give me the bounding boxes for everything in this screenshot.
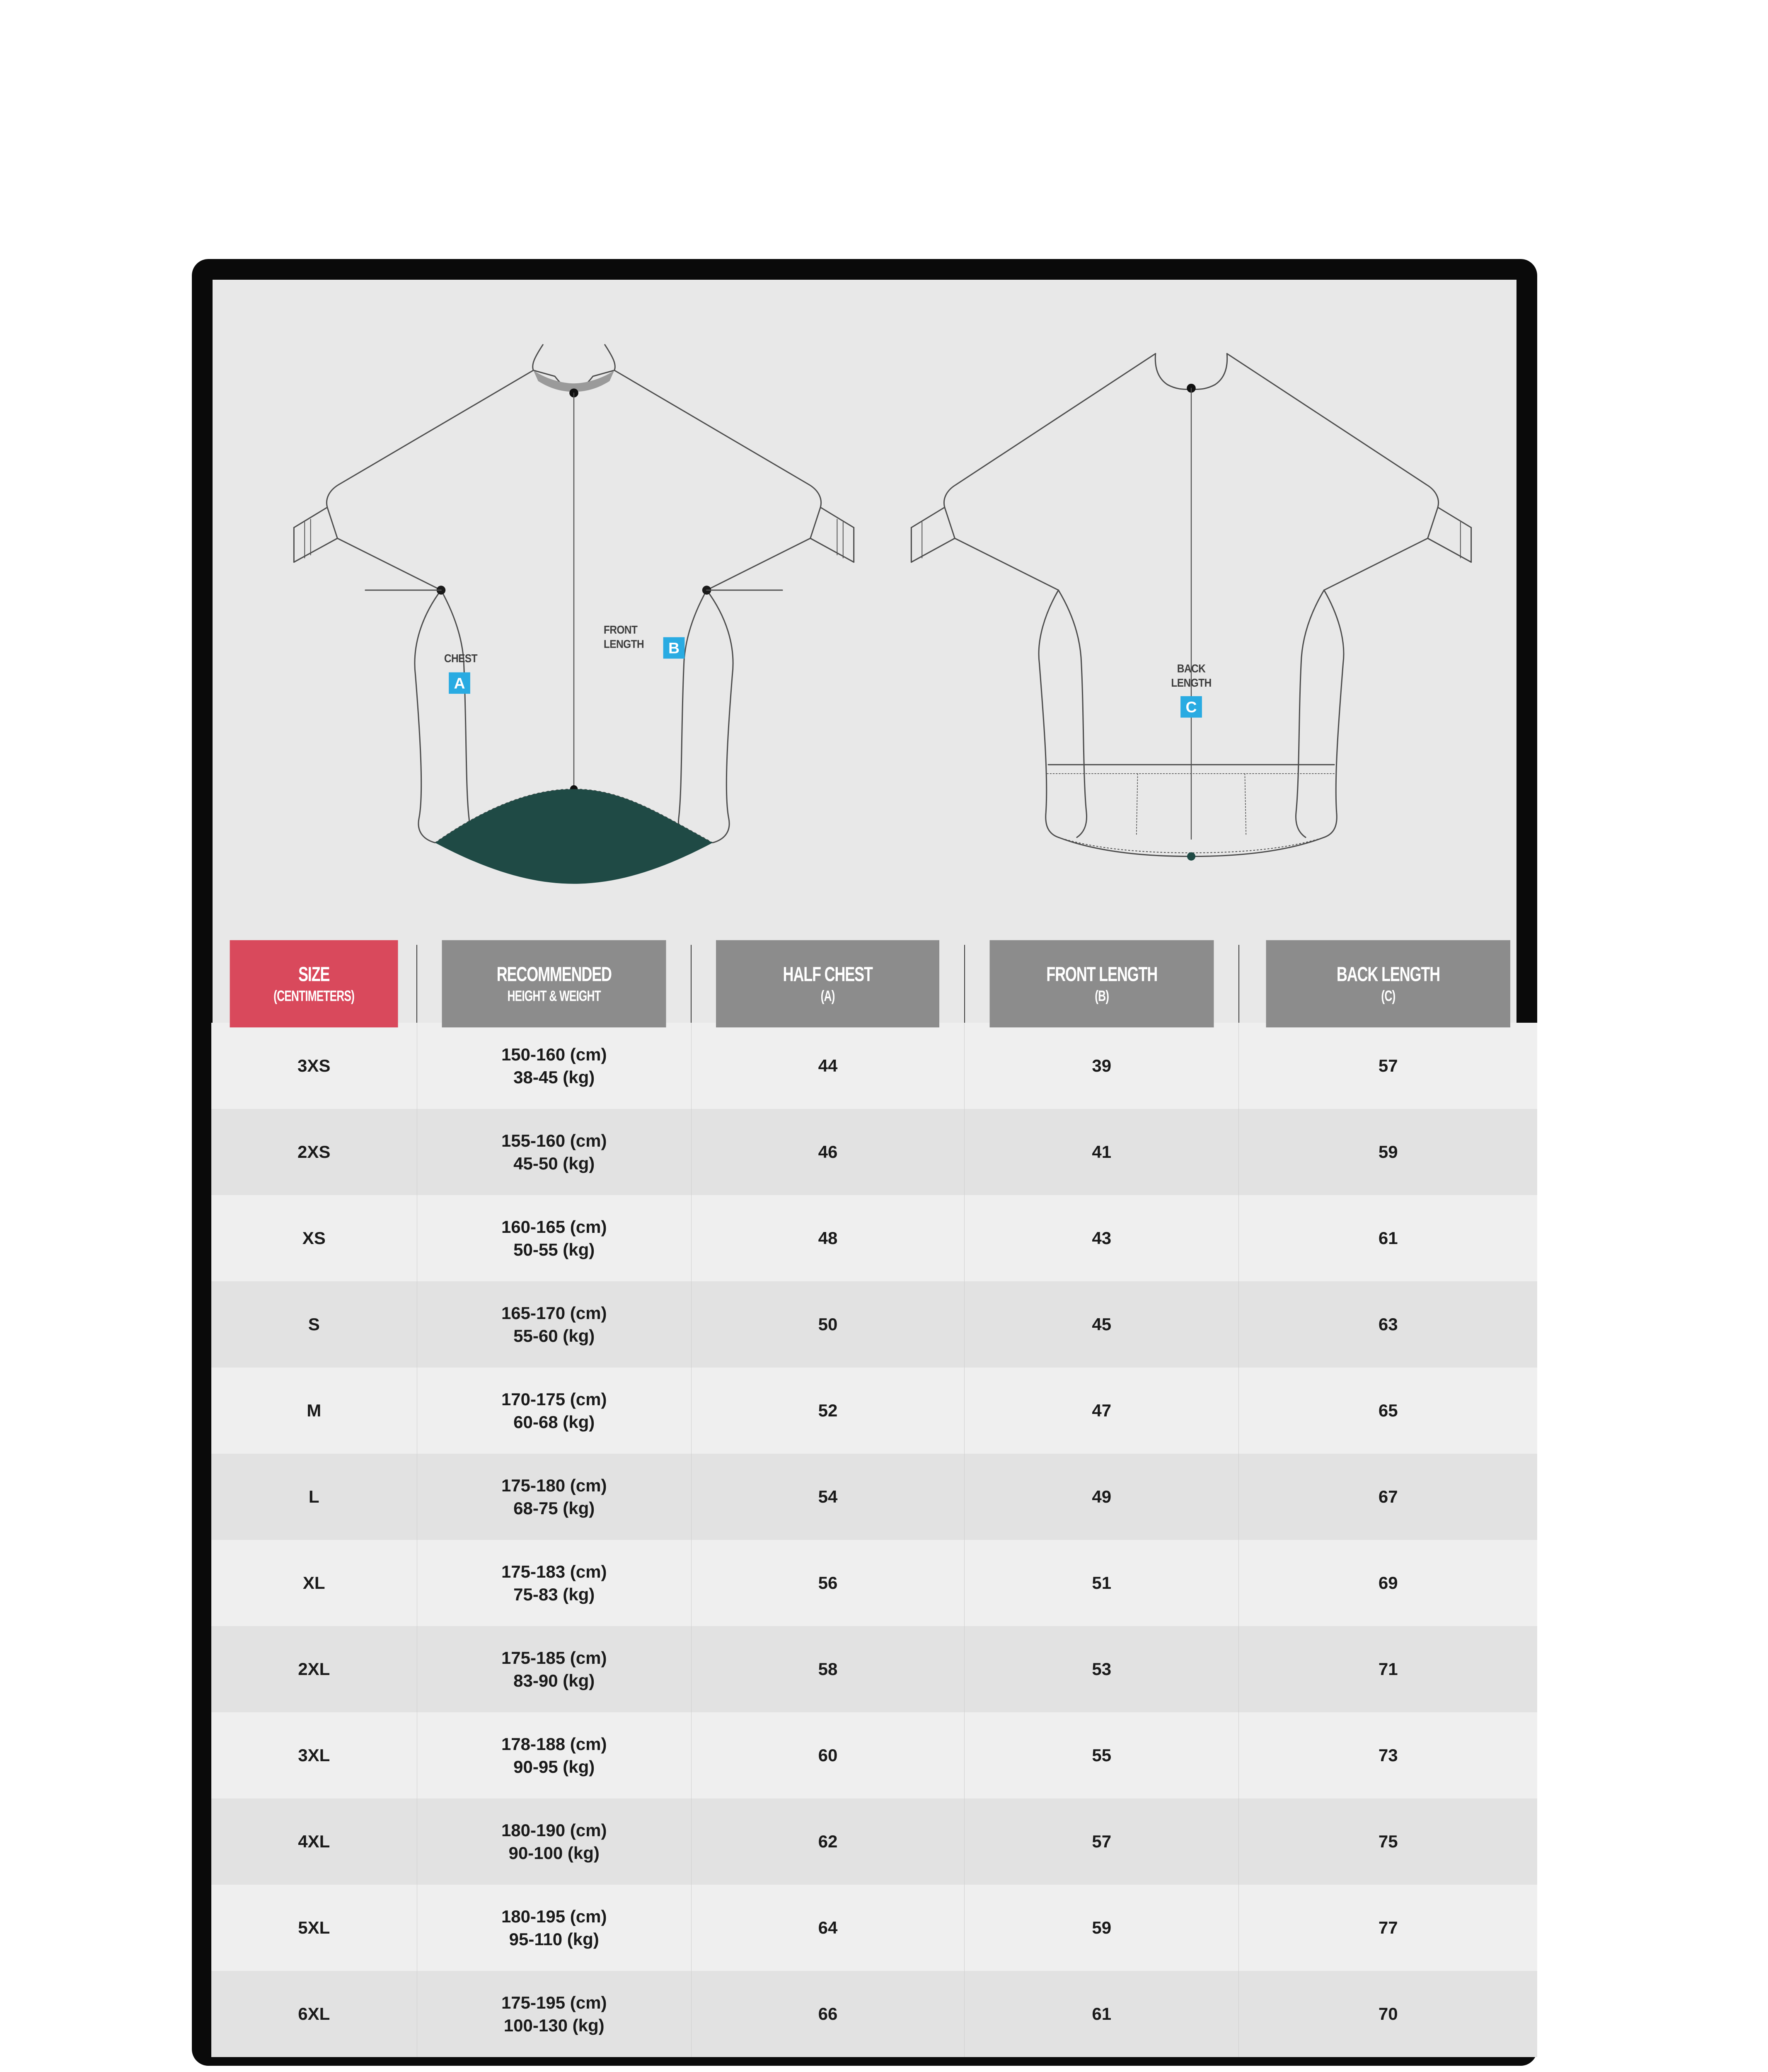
svg-text:B: B — [668, 639, 680, 656]
svg-text:BACK: BACK — [1177, 662, 1206, 675]
svg-text:CHEST: CHEST — [444, 652, 478, 665]
svg-text:A: A — [454, 674, 465, 692]
svg-text:LENGTH: LENGTH — [604, 637, 644, 651]
svg-text:LENGTH: LENGTH — [1171, 676, 1211, 690]
svg-text:C: C — [1186, 698, 1197, 716]
svg-text:FRONT: FRONT — [604, 623, 638, 637]
